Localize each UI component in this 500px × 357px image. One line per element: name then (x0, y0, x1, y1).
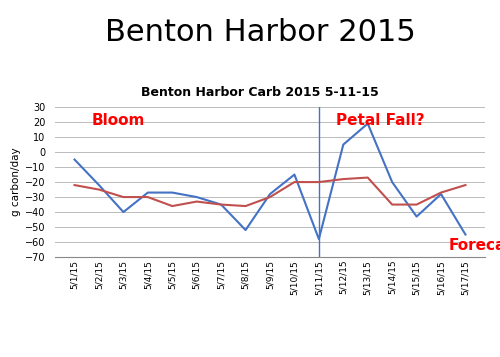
Text: Benton Harbor 2015: Benton Harbor 2015 (104, 18, 416, 47)
Text: Benton Harbor Carb 2015 5-11-15: Benton Harbor Carb 2015 5-11-15 (141, 86, 379, 99)
Text: Forecast: Forecast (448, 237, 500, 252)
Text: Petal Fall?: Petal Fall? (336, 113, 424, 128)
Text: Bloom: Bloom (92, 113, 145, 128)
Y-axis label: g carbon/day: g carbon/day (10, 148, 20, 216)
